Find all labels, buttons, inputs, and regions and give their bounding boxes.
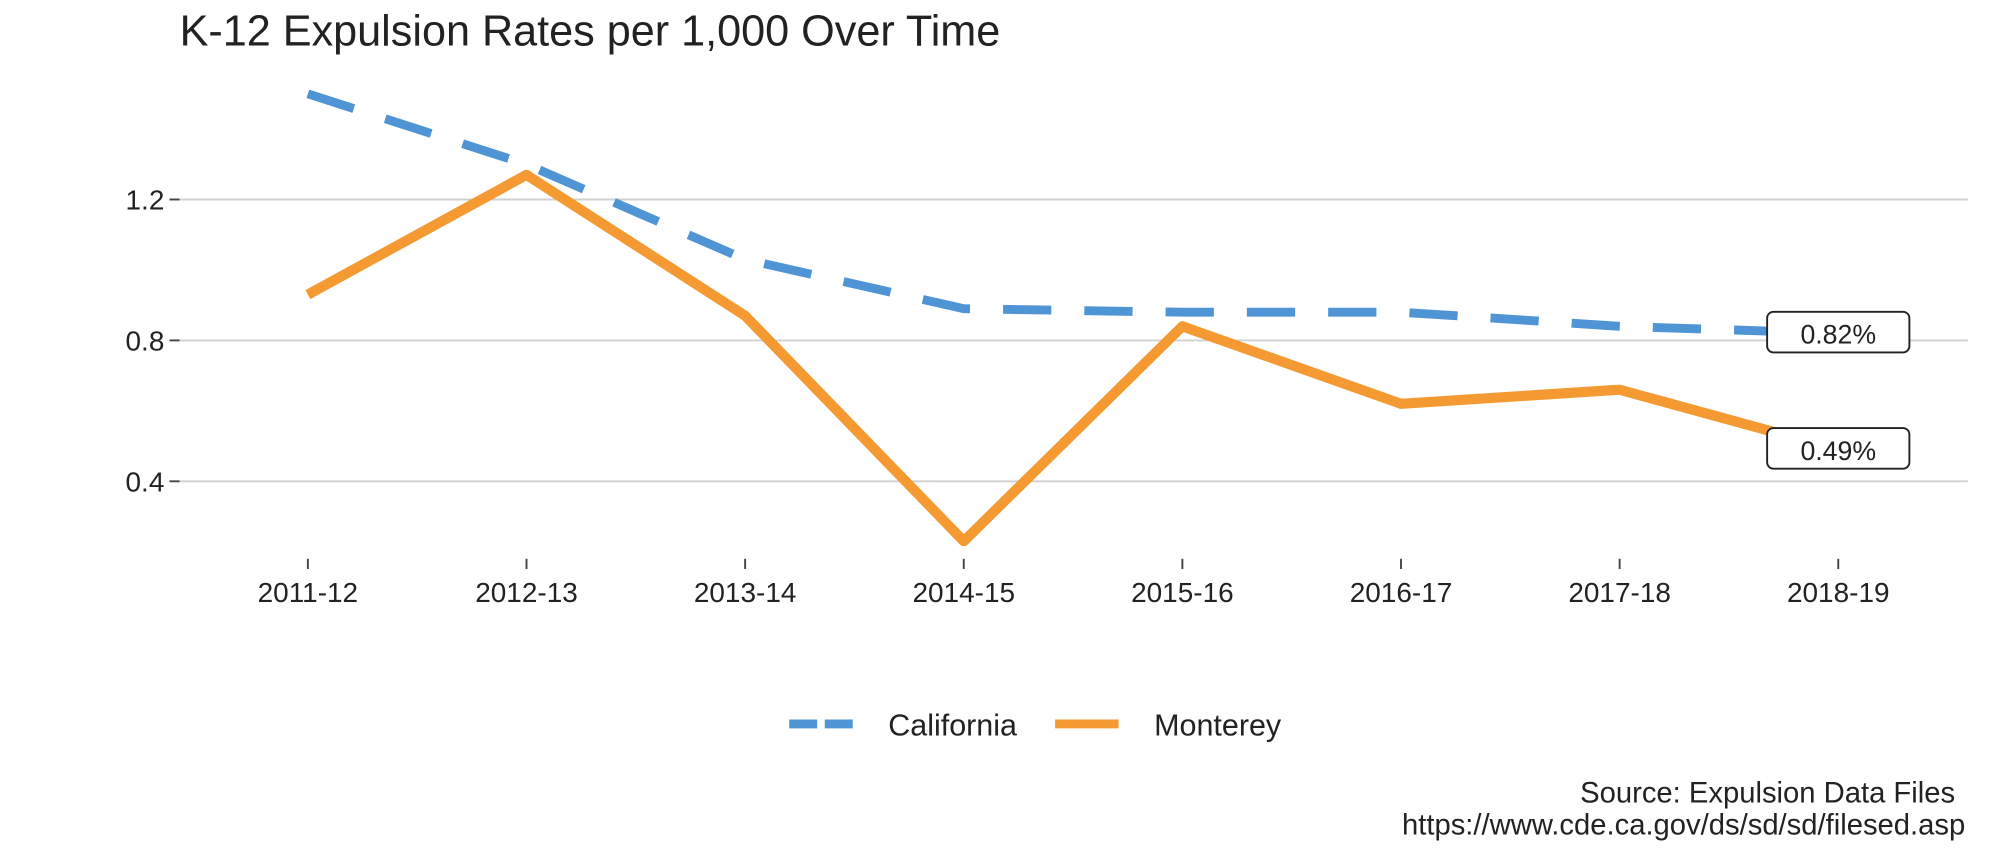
line-monterey	[305, 169, 1840, 547]
x-tick-label: 2016-17	[1350, 577, 1453, 608]
legend-label: Monterey	[1154, 708, 1282, 742]
value-label: 0.49%	[1766, 427, 1911, 470]
label-text: 0.82%	[1800, 320, 1876, 350]
label-box	[1766, 310, 1911, 354]
x-tick-label: 2012-13	[475, 577, 578, 608]
x-tick-label: 2013-14	[694, 577, 797, 608]
y-tick-label: 1.2	[126, 185, 165, 216]
caption: https://www.cde.ca.gov/ds/sd/sd/filesed.…	[1402, 809, 1965, 841]
label-text: 0.49%	[1800, 436, 1876, 466]
x-tick-label: 2014-15	[912, 577, 1015, 608]
legend-label: California	[888, 708, 1017, 742]
chart-title: K-12 Expulsion Rates per 1,000 Over Time	[180, 8, 1001, 56]
y-tick-label: 0.4	[126, 466, 165, 497]
x-tick-label: 2017-18	[1568, 577, 1671, 608]
x-tick-label: 2015-16	[1131, 577, 1234, 608]
x-tick-label: 2011-12	[258, 577, 358, 608]
line-california	[306, 89, 1839, 338]
y-tick-label: 0.8	[126, 326, 165, 357]
label-box	[1766, 427, 1911, 470]
value-label: 0.82%	[1766, 310, 1911, 354]
caption: Source: Expulsion Data Files	[1580, 778, 1955, 810]
x-tick-label: 2018-19	[1787, 577, 1890, 608]
